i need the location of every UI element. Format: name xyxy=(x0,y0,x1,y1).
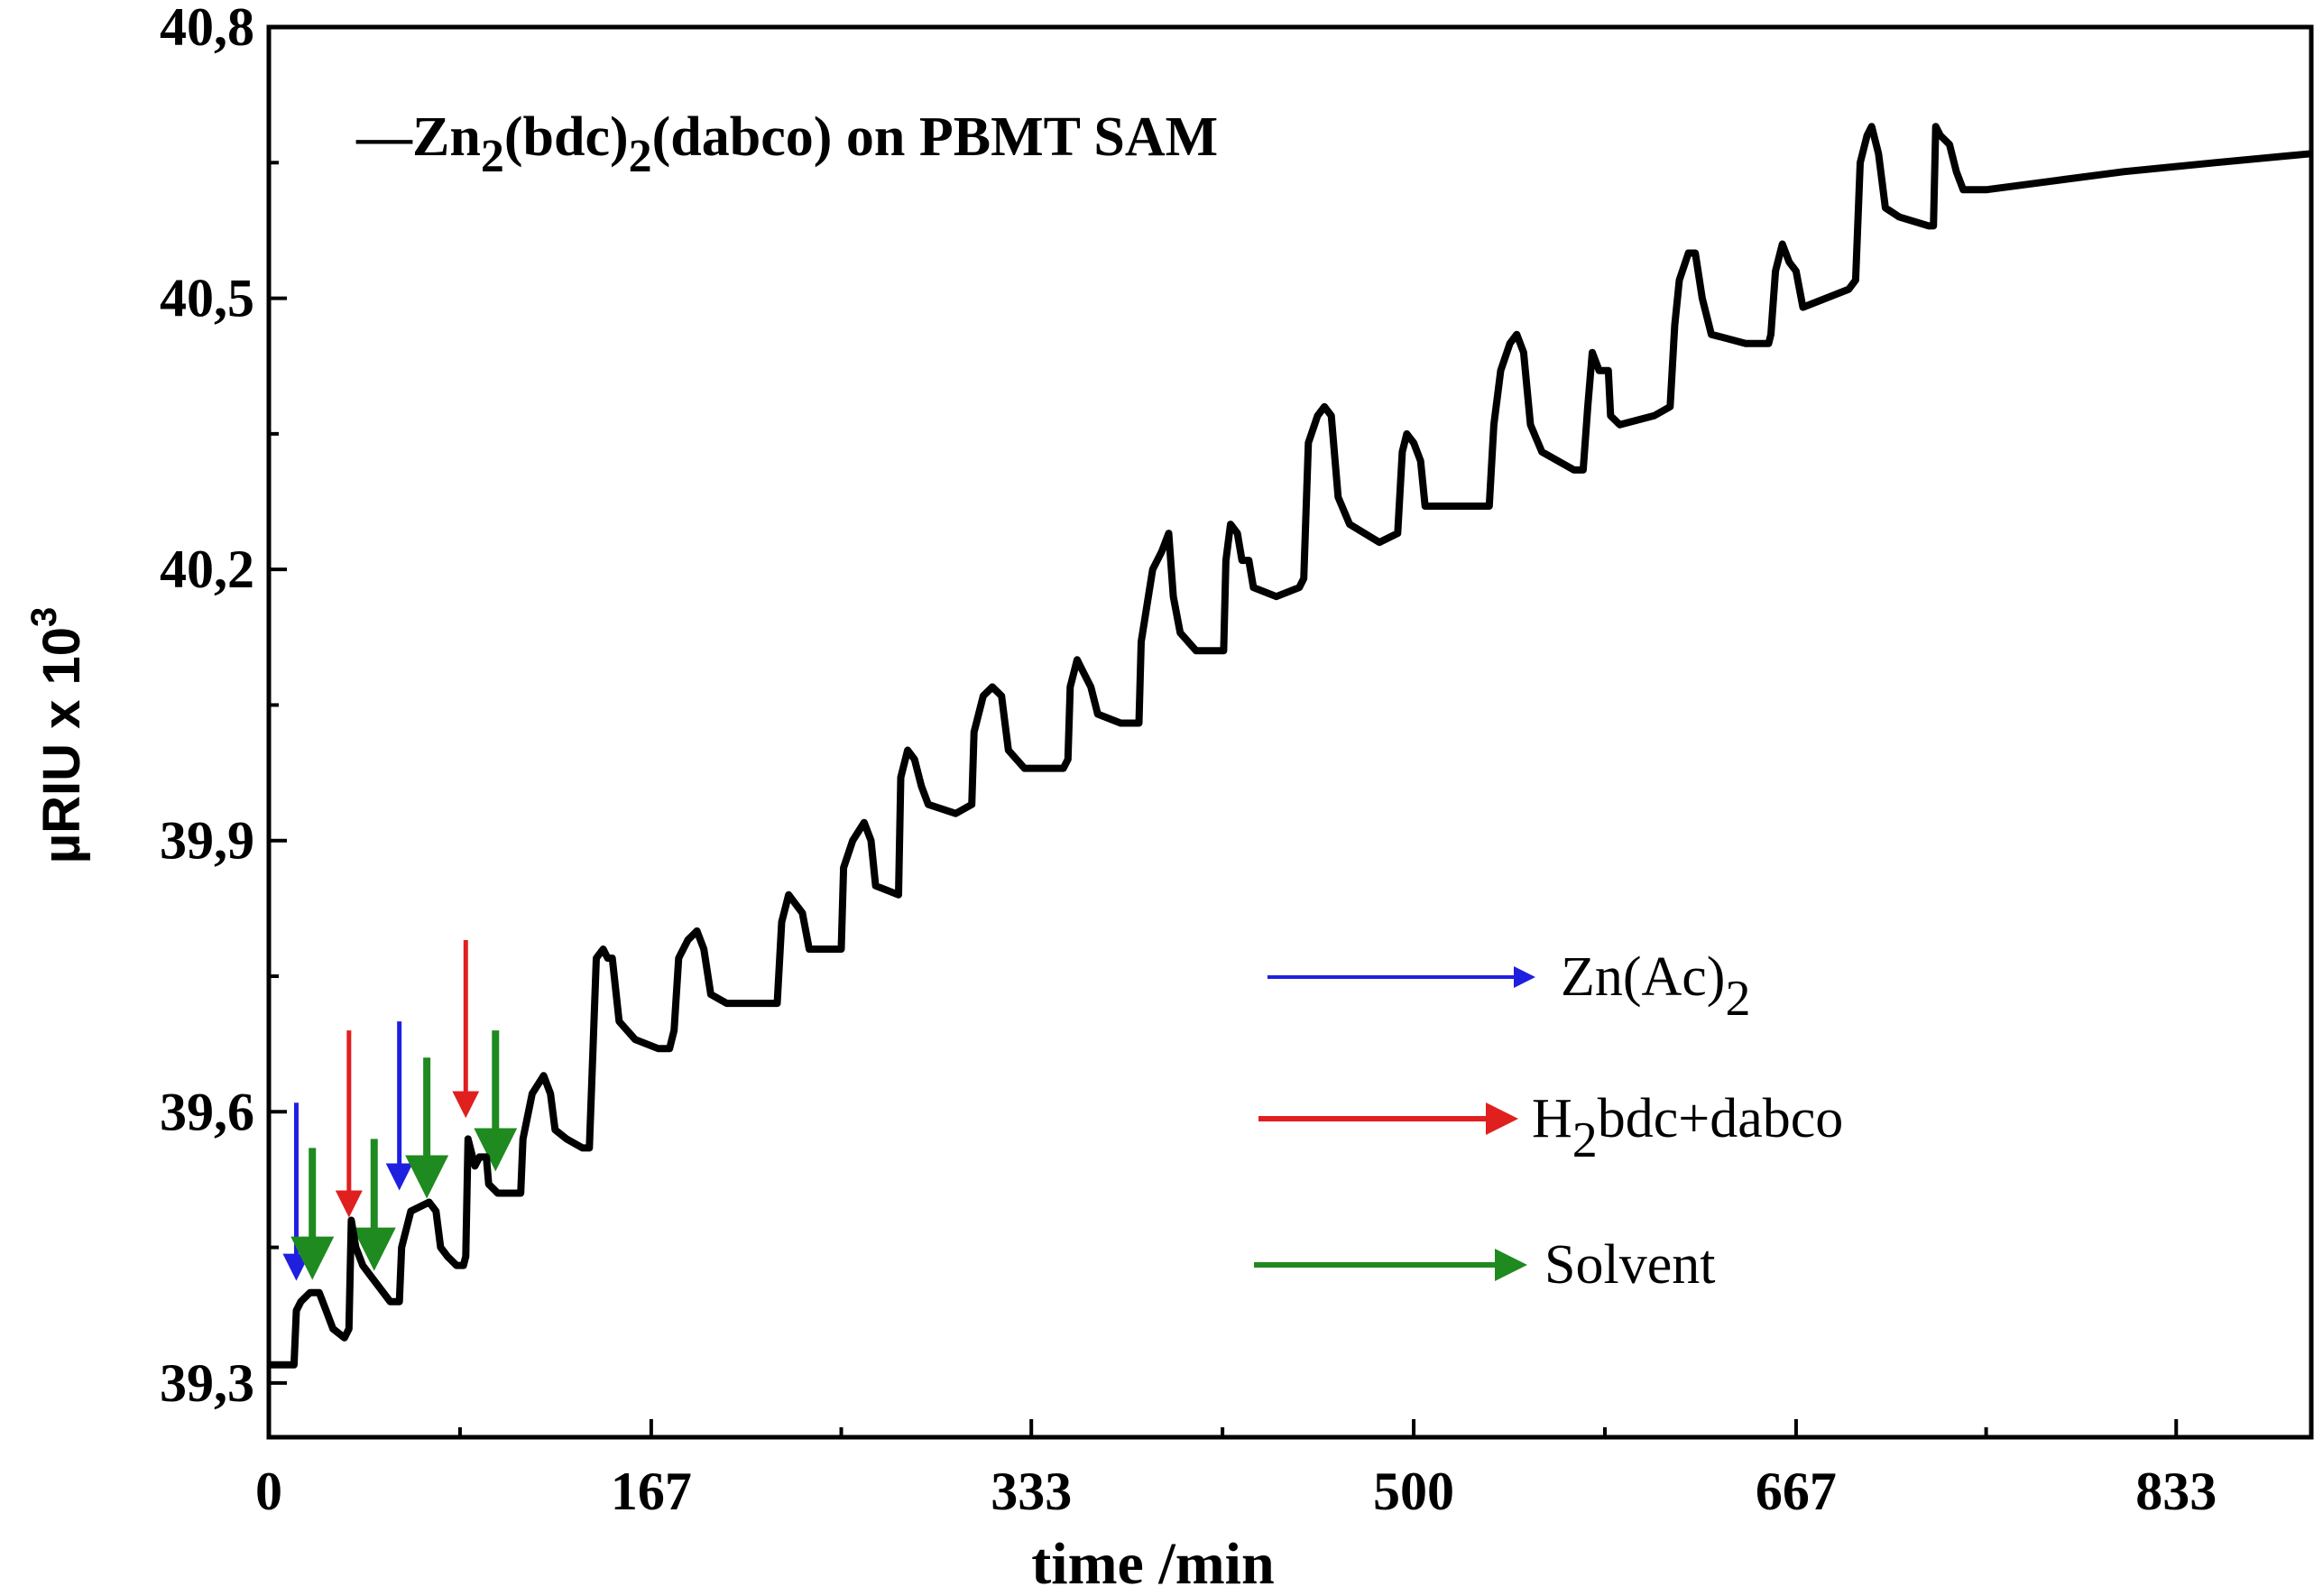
y-tick-label: 39,9 xyxy=(160,811,254,871)
legend: Zn(Ac)2 H2bdc+dabco Solvent xyxy=(1254,946,1843,1296)
y-tick-label: 39,6 xyxy=(160,1082,254,1141)
y-axis-title: µRIU x 103 xyxy=(24,607,91,864)
x-axis-title: time /min xyxy=(1031,1531,1274,1596)
title-segment: Zn xyxy=(412,106,481,168)
x-tick-label: 167 xyxy=(611,1462,692,1521)
legend-label: Solvent xyxy=(1544,1234,1715,1296)
x-tick-label: 667 xyxy=(1756,1462,1837,1521)
x-tick-label: 333 xyxy=(991,1462,1072,1521)
y-title-main: µRIU x 10 xyxy=(32,627,91,863)
y-tick-label: 40,8 xyxy=(160,0,254,57)
plot-frame xyxy=(266,24,2314,1440)
title-dash: — xyxy=(355,106,413,168)
title-segment: (bdc) xyxy=(504,106,629,168)
title-segment: (dabco) on PBMT SAM xyxy=(652,106,1219,168)
title-subscript: 2 xyxy=(481,131,504,182)
chart-title: —Zn2(bdc)2(dabco) on PBMT SAM xyxy=(355,106,1218,182)
y-tick-label: 40,2 xyxy=(160,540,254,599)
x-tick-label: 833 xyxy=(2135,1462,2217,1521)
y-tick-label: 39,3 xyxy=(160,1353,254,1413)
y-title-superscript: 3 xyxy=(24,607,64,627)
x-tick-label: 0 xyxy=(255,1462,282,1521)
legend-label: Zn(Ac)2 xyxy=(1561,946,1750,1027)
x-tick-label: 500 xyxy=(1373,1462,1454,1521)
title-subscript: 2 xyxy=(629,131,652,182)
legend-label: H2bdc+dabco xyxy=(1532,1088,1843,1168)
data-line xyxy=(269,123,2312,1369)
y-tick-label: 40,5 xyxy=(160,269,254,328)
